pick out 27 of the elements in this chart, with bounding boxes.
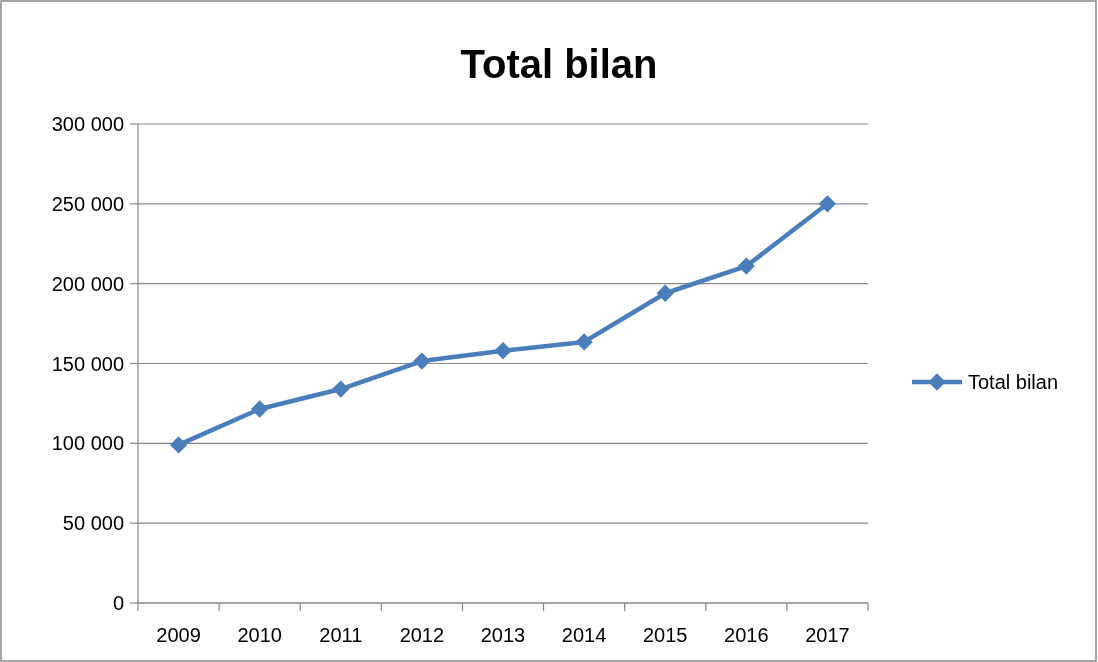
y-tick-label: 50 000 (62, 512, 124, 535)
point (251, 400, 269, 418)
x-tick-label: 2012 (399, 624, 445, 646)
x-tick-label: 2015 (642, 624, 688, 646)
point (656, 284, 674, 302)
point (494, 342, 512, 360)
y-tick-label: 0 (112, 592, 124, 614)
point (169, 436, 188, 454)
point (737, 257, 755, 275)
x-tick-label: 2009 (156, 624, 201, 646)
point (818, 195, 837, 213)
x-tick-label: 2017 (805, 624, 850, 646)
legend-label: Total bilan (968, 371, 1059, 393)
point (575, 333, 593, 351)
point (332, 380, 350, 398)
y-tick-label: 150 000 (51, 352, 124, 375)
x-tick-label: 2011 (319, 624, 363, 646)
y-tick-label: 200 000 (51, 272, 124, 295)
y-tick-label: 300 000 (51, 113, 124, 135)
point (413, 352, 431, 370)
chart-title: Total bilan (460, 42, 658, 86)
x-tick-label: 2013 (480, 624, 526, 646)
x-tick-label: 2014 (561, 624, 607, 646)
x-tick-label: 2016 (724, 624, 769, 646)
x-tick-label: 2010 (237, 624, 282, 646)
y-tick-label: 100 000 (51, 432, 124, 455)
y-tick-label: 250 000 (51, 192, 124, 215)
